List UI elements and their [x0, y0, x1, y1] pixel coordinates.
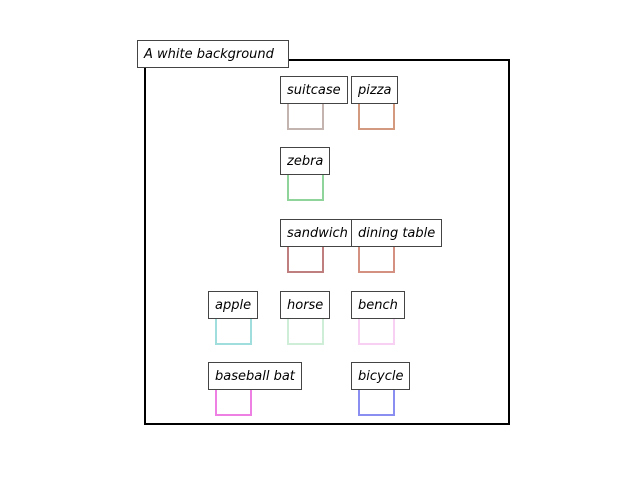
apple-label: apple: [208, 291, 259, 319]
bench-label: bench: [351, 291, 405, 319]
sandwich-label: sandwich: [280, 219, 355, 247]
bicycle-label: bicycle: [351, 362, 411, 390]
horse-label: horse: [280, 291, 331, 319]
pizza-label: pizza: [351, 76, 399, 104]
background-frame: [144, 59, 510, 425]
caption-label: A white background: [137, 40, 289, 68]
zebra-label: zebra: [280, 147, 331, 175]
suitcase-label: suitcase: [280, 76, 348, 104]
baseball-bat-label: baseball bat: [208, 362, 302, 390]
dining-table-label: dining table: [351, 219, 443, 247]
